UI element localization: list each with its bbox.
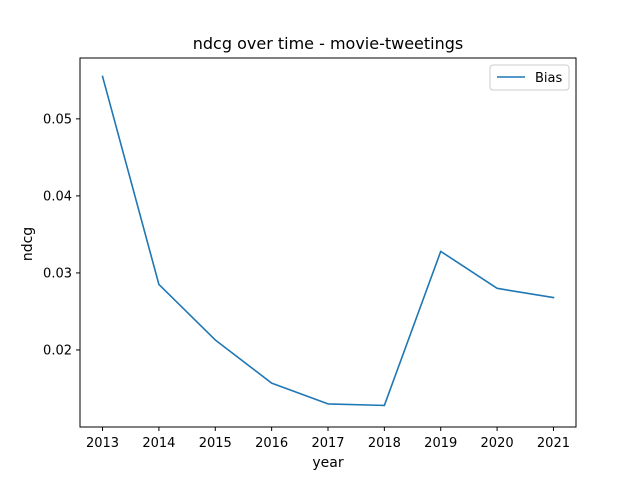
legend: Bias xyxy=(489,64,570,91)
x-tick-label: 2018 xyxy=(368,436,401,451)
legend-label-0: Bias xyxy=(535,71,562,86)
plot-area: 2013 2014 2015 2016 2017 2018 2019 2020 2021 0.02… xyxy=(43,57,577,451)
y-tick-label: 0.03 xyxy=(43,266,72,281)
y-axis-label: ndcg xyxy=(20,227,36,261)
x-tick-label: 2020 xyxy=(481,436,514,451)
x-tick-label: 2016 xyxy=(255,436,288,451)
x-tick-label: 2021 xyxy=(537,436,570,451)
chart-title: ndcg over time - movie-tweetings xyxy=(193,34,464,53)
y-tick-label: 0.02 xyxy=(43,343,72,358)
x-tick-label: 2019 xyxy=(424,436,457,451)
x-tick-label: 2015 xyxy=(199,436,232,451)
y-tick-label: 0.05 xyxy=(43,112,72,127)
x-tick-label: 2013 xyxy=(86,436,119,451)
x-axis-label: year xyxy=(312,455,343,471)
x-tick-label: 2014 xyxy=(142,436,175,451)
legend-box xyxy=(489,64,570,91)
y-tick-label: 0.04 xyxy=(43,189,72,204)
x-tick-label: 2017 xyxy=(311,436,344,451)
